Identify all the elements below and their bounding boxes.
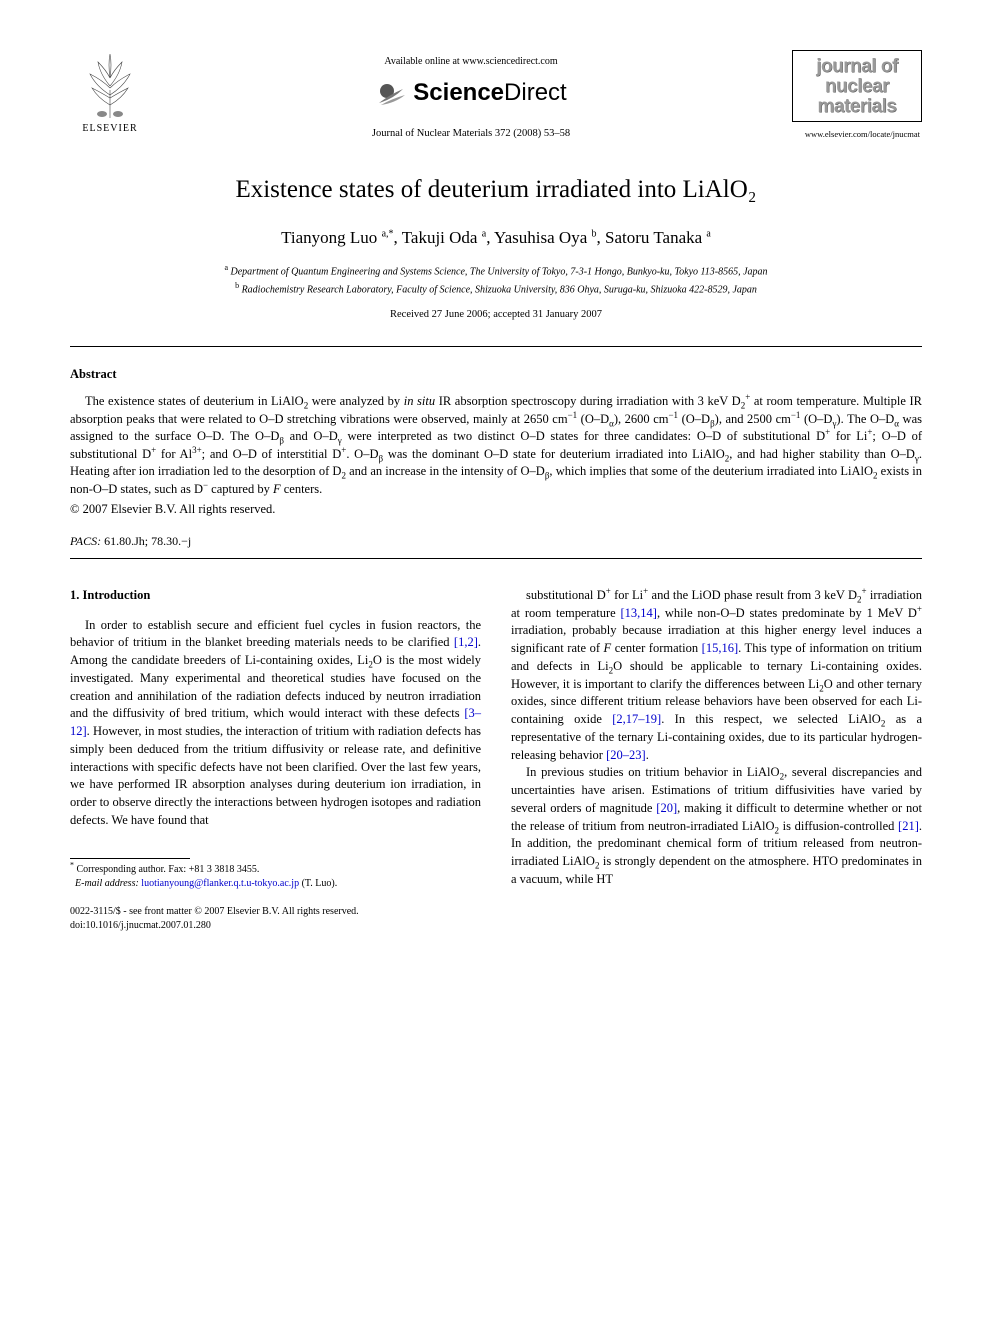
pacs-label: PACS: [70,534,101,548]
elsevier-tree-icon [80,50,140,120]
article-dates: Received 27 June 2006; accepted 31 Janua… [70,307,922,322]
elsevier-label: ELSEVIER [82,122,137,137]
sciencedirect-text: ScienceDirect [413,76,566,111]
email-address[interactable]: luotianyoung@flanker.q.t.u-tokyo.ac.jp [141,878,299,889]
article-title: Existence states of deuterium irradiated… [70,172,922,208]
email-suffix: (T. Luo). [302,878,338,889]
abstract-copyright: © 2007 Elsevier B.V. All rights reserved… [70,500,922,518]
rule-below-abstract [70,558,922,559]
affiliations: a Department of Quantum Engineering and … [70,262,922,297]
col1-para-1: In order to establish secure and efficie… [70,617,481,830]
column-left: 1. Introduction In order to establish se… [70,587,481,933]
journal-title-line1: journal of [797,57,917,77]
pacs-codes: 61.80.Jh; 78.30.−j [104,534,191,548]
affiliation-b: b Radiochemistry Research Laboratory, Fa… [70,280,922,297]
body-columns: 1. Introduction In order to establish se… [70,587,922,933]
front-matter-line: 0022-3115/$ - see front matter © 2007 El… [70,905,481,919]
journal-badge: journal of nuclear materials [792,50,922,122]
available-online-text: Available online at www.sciencedirect.co… [150,55,792,70]
abstract-heading: Abstract [70,365,922,383]
column-right: substitutional D+ for Li+ and the LiOD p… [511,587,922,933]
affiliation-a: a Department of Quantum Engineering and … [70,262,922,279]
sciencedirect-swoosh-icon [375,77,407,109]
col2-para-2: In previous studies on tritium behavior … [511,764,922,888]
section-1-heading: 1. Introduction [70,587,481,605]
doi-line: doi:10.1016/j.jnucmat.2007.01.280 [70,919,481,933]
journal-url: www.elsevier.com/locate/jnucmat [792,128,922,140]
journal-citation: Journal of Nuclear Materials 372 (2008) … [150,126,792,141]
journal-badge-wrapper: journal of nuclear materials www.elsevie… [792,50,922,140]
sciencedirect-logo: ScienceDirect [375,76,566,111]
email-line: E-mail address: luotianyoung@flanker.q.t… [70,877,481,891]
elsevier-logo: ELSEVIER [70,50,150,137]
journal-title-line2: nuclear [797,77,917,97]
abstract-body: The existence states of deuterium in LiA… [70,393,922,498]
journal-title-line3: materials [797,97,917,117]
pacs-line: PACS: 61.80.Jh; 78.30.−j [70,533,922,550]
page-header: ELSEVIER Available online at www.science… [70,50,922,142]
footnote-block: * Corresponding author. Fax: +81 3 3818 … [70,858,481,933]
col2-para-1: substitutional D+ for Li+ and the LiOD p… [511,587,922,765]
corresponding-author: * Corresponding author. Fax: +81 3 3818 … [70,863,481,877]
footnote-rule [70,858,190,859]
authors-line: Tianyong Luo a,*, Takuji Oda a, Yasuhisa… [70,226,922,251]
email-label: E-mail address: [75,878,139,889]
center-header: Available online at www.sciencedirect.co… [150,50,792,142]
rule-above-abstract [70,346,922,347]
